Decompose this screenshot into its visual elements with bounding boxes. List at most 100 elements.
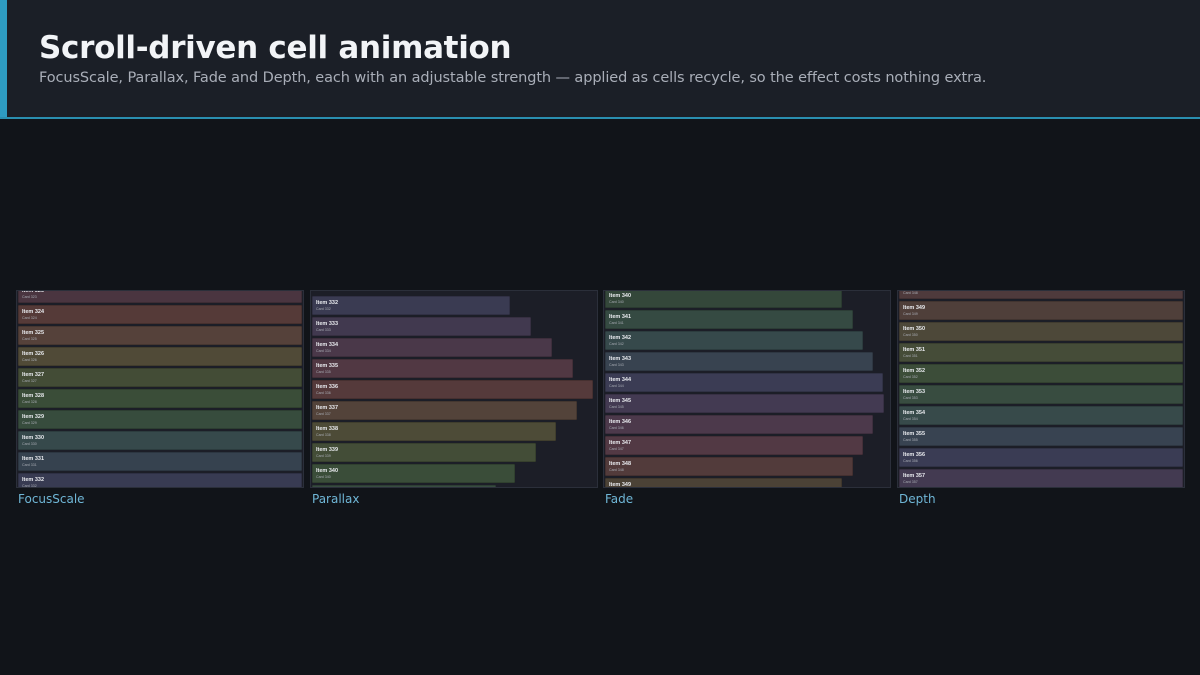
cell-title: Item 347 <box>609 440 632 446</box>
list-cell[interactable]: Item 324 Card 324 <box>18 305 302 324</box>
cell-subtitle: Card 330 <box>22 442 37 446</box>
list-cell[interactable]: Item 335 Card 335 <box>312 359 573 378</box>
list-cell[interactable]: Item 325 Card 325 <box>18 326 302 345</box>
cell-title: Item 354 <box>903 410 926 416</box>
depth-caption: Depth <box>899 492 936 506</box>
cell-subtitle: Card 340 <box>316 475 331 479</box>
cell-subtitle: Card 347 <box>609 447 624 451</box>
list-cell[interactable]: Item 346 Card 346 <box>605 415 873 434</box>
list-cell[interactable]: Item 339 Card 339 <box>312 443 536 462</box>
page-title: Scroll-driven cell animation <box>39 30 512 66</box>
cell-title: Item 341 <box>609 314 632 320</box>
list-cell[interactable]: Item 327 Card 327 <box>18 368 302 387</box>
cell-title: Item 349 <box>903 305 926 311</box>
cell-subtitle: Card 338 <box>316 433 331 437</box>
cell-subtitle: Card 339 <box>316 454 331 458</box>
list-cell[interactable]: Item 337 Card 337 <box>312 401 577 420</box>
list-cell[interactable]: Item 333 Card 333 <box>312 317 531 336</box>
focusscale-preview[interactable]: Item 323 Card 323 Item 324 Card 324 Item 325… <box>16 290 304 488</box>
cell-subtitle: Card 340 <box>609 300 624 304</box>
list-cell[interactable]: Item 343 Card 343 <box>605 352 873 371</box>
cell-title: Item 353 <box>903 389 926 395</box>
fade-caption: Fade <box>605 492 634 506</box>
cell-subtitle: Card 329 <box>22 421 37 425</box>
cell-title: Item 335 <box>316 363 339 369</box>
cell-title: Item 328 <box>22 393 45 399</box>
cell-subtitle: Card 325 <box>22 337 37 341</box>
cell-subtitle: Card 349 <box>903 312 918 316</box>
cell-subtitle: Card 328 <box>22 400 37 404</box>
cell-title: Item 340 <box>316 468 339 474</box>
cell-title: Item 338 <box>316 426 339 432</box>
cell-title: Item 332 <box>22 477 45 483</box>
cell-title: Item 332 <box>316 300 339 306</box>
cell-title: Item 325 <box>22 330 45 336</box>
list-cell[interactable]: Item 356 Card 356 <box>899 448 1183 467</box>
list-cell[interactable]: Item 347 Card 347 <box>605 436 863 455</box>
list-cell[interactable]: Item 350 Card 350 <box>899 322 1183 341</box>
cell-title: Item 334 <box>316 342 339 348</box>
list-cell[interactable]: Item 332 Card 332 <box>312 296 510 315</box>
cell-title: Item 351 <box>903 347 926 353</box>
cell-title: Item 337 <box>316 405 339 411</box>
list-cell[interactable]: Item 326 Card 326 <box>18 347 302 366</box>
cell-subtitle: Card 341 <box>609 321 624 325</box>
cell-subtitle: Card 327 <box>22 379 37 383</box>
cell-subtitle: Card 352 <box>903 375 918 379</box>
cell-subtitle: Card 323 <box>22 295 37 299</box>
list-cell[interactable]: Item 355 Card 355 <box>899 427 1183 446</box>
list-cell[interactable]: Item 340 Card 340 <box>605 291 842 308</box>
cell-title: Item 327 <box>22 372 45 378</box>
cell-subtitle: Card 348 <box>609 468 624 472</box>
cell-title: Item 323 <box>22 290 45 294</box>
cell-subtitle: Card 345 <box>609 405 624 409</box>
list-cell[interactable]: Item 332 Card 332 <box>18 473 302 487</box>
list-cell[interactable]: Item 340 Card 340 <box>312 464 515 483</box>
cell-subtitle: Card 353 <box>903 396 918 400</box>
list-cell[interactable]: Item 352 Card 352 <box>899 364 1183 383</box>
parallax-preview[interactable]: Item 332 Card 332 Item 333 Card 333 Item 334… <box>310 290 598 488</box>
list-cell[interactable]: Item 328 Card 328 <box>18 389 302 408</box>
cell-title: Item 355 <box>903 431 926 437</box>
cell-subtitle: Card 351 <box>903 354 918 358</box>
list-cell[interactable]: Item 334 Card 334 <box>312 338 552 357</box>
cell-subtitle: Card 326 <box>22 358 37 362</box>
list-cell[interactable]: Item 354 Card 354 <box>899 406 1183 425</box>
list-cell[interactable]: Item 345 Card 345 <box>605 394 884 413</box>
cell-title: Item 344 <box>609 377 632 383</box>
cell-subtitle: Card 336 <box>316 391 331 395</box>
list-cell[interactable]: Item 329 Card 329 <box>18 410 302 429</box>
cell-subtitle: Card 337 <box>316 412 331 416</box>
list-cell[interactable]: Item 351 Card 351 <box>899 343 1183 362</box>
page-subtitle: FocusScale, Parallax, Fade and Depth, ea… <box>39 70 987 86</box>
list-cell[interactable]: Item 331 Card 331 <box>18 452 302 471</box>
cell-subtitle: Card 344 <box>609 384 624 388</box>
cell-subtitle: Card 354 <box>903 417 918 421</box>
list-cell[interactable]: Item 357 Card 357 <box>899 469 1183 487</box>
list-cell[interactable]: Item 330 Card 330 <box>18 431 302 450</box>
list-cell[interactable]: Item 344 Card 344 <box>605 373 883 392</box>
cell-subtitle: Card 342 <box>609 342 624 346</box>
focusscale-caption: FocusScale <box>18 492 85 506</box>
list-cell[interactable]: Item 353 Card 353 <box>899 385 1183 404</box>
list-cell[interactable]: Item 336 Card 336 <box>312 380 593 399</box>
cell-title: Item 352 <box>903 368 926 374</box>
cell-subtitle: Card 331 <box>22 463 37 467</box>
cell-title: Item 324 <box>22 309 45 315</box>
cell-title: Item 340 <box>609 293 632 299</box>
cell-subtitle: Card 335 <box>316 370 331 374</box>
list-cell[interactable]: Item 338 Card 338 <box>312 422 556 441</box>
list-cell[interactable]: Item 323 Card 323 <box>18 290 302 303</box>
cell-title: Item 330 <box>22 435 45 441</box>
cell-title: Item 345 <box>609 398 632 404</box>
accent-bar <box>0 0 7 117</box>
list-cell[interactable]: Item 342 Card 342 <box>605 331 863 350</box>
fade-preview[interactable]: Item 340 Card 340 Item 341 Card 341 Item 342… <box>603 290 891 488</box>
